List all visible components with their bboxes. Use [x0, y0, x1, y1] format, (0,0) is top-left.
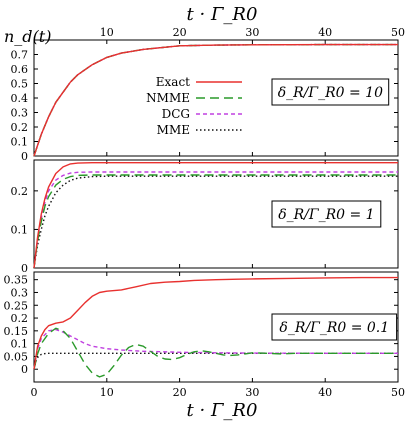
y-tick-label: 0.1: [11, 338, 29, 351]
y-tick-label: 0.7: [11, 49, 29, 62]
bottom-x-tick-label: 0: [31, 386, 38, 399]
series-line-nmme: [33, 327, 398, 378]
y-tick-label: 0.15: [4, 325, 29, 338]
bottom-axis-label: t · Γ_R0: [187, 400, 258, 421]
y-tick-label: 0.2: [11, 185, 29, 198]
series-line-dcg: [33, 171, 398, 269]
y-tick-label: 0.4: [11, 92, 29, 105]
annotation-text: δ_R/Γ_R0 = 10: [278, 85, 383, 101]
top-x-tick-label: 20: [173, 26, 187, 39]
y-tick-label: 0.25: [4, 299, 29, 312]
series-line-mme: [33, 352, 398, 370]
legend-label-nmme: NMME: [146, 91, 190, 105]
top-x-tick-label: 30: [245, 26, 259, 39]
y-axis-label: n_d(t): [4, 27, 51, 46]
series-line-exact: [33, 276, 398, 370]
y-tick-label: 0.1: [11, 223, 29, 236]
series-line-exact: [33, 161, 398, 269]
series-line-dcg: [33, 328, 398, 370]
bottom-x-tick-label: 40: [318, 386, 332, 399]
y-tick-label: 0.6: [11, 63, 29, 76]
y-tick-label: 0.2: [11, 312, 29, 325]
annotation-text: δ_R/Γ_R0 = 0.1: [279, 320, 389, 336]
y-tick-label: 0.3: [11, 286, 29, 299]
annotation-text: δ_R/Γ_R0 = 1: [278, 207, 374, 223]
bottom-x-tick-label: 30: [245, 386, 259, 399]
y-tick-label: 0.3: [11, 107, 29, 120]
y-tick-label: 0.05: [4, 350, 29, 363]
y-tick-label: 0: [21, 262, 28, 275]
y-tick-label: 0.5: [11, 78, 29, 91]
top-axis-label: t · Γ_R0: [187, 4, 258, 25]
series-line-exact: [33, 43, 398, 157]
y-tick-label: 0.2: [11, 121, 29, 134]
y-tick-label: 0.35: [4, 274, 29, 287]
y-tick-label: 0.1: [11, 136, 29, 149]
panels-group: 00.10.20.30.40.50.60.7δ_R/Γ_R0 = 1000.10…: [4, 26, 406, 399]
top-x-tick-label: 40: [318, 26, 332, 39]
annotation-box: [271, 200, 382, 228]
bottom-x-tick-label: 10: [100, 386, 114, 399]
panel-frame-2: [33, 159, 399, 269]
panel-frame-3: [33, 271, 399, 383]
y-tick-label: 0: [21, 150, 28, 163]
bottom-x-tick-label: 20: [173, 386, 187, 399]
bottom-x-tick-label: 50: [391, 386, 405, 399]
y-tick-label: 0: [21, 363, 28, 376]
legend-label-exact: Exact: [156, 75, 190, 89]
top-x-tick-label: 50: [391, 26, 405, 39]
legend-label-dcg: DCG: [162, 107, 190, 121]
legend-label-mme: MME: [157, 123, 190, 137]
annotation-box: [271, 313, 398, 341]
series-line-mme: [33, 175, 398, 269]
annotation-box: [271, 78, 390, 106]
top-x-tick-label: 10: [100, 26, 114, 39]
